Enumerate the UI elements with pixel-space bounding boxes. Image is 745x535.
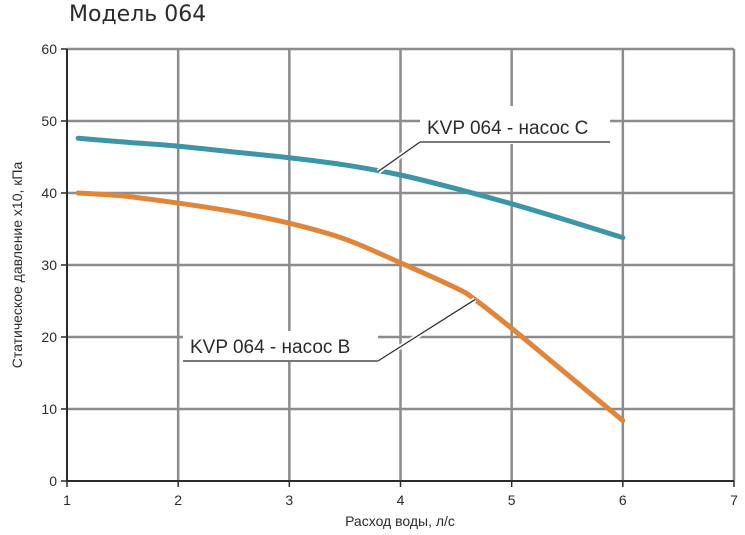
x-axis-label: Расход воды, л/с: [345, 513, 455, 529]
y-tick-label: 20: [41, 329, 57, 345]
y-tick-label: 0: [49, 473, 57, 489]
x-tick-label: 1: [63, 492, 71, 508]
series: [75, 135, 626, 424]
annotation-leader: [377, 141, 421, 172]
annotation-leader: [377, 299, 476, 362]
y-tick-label: 30: [41, 257, 57, 273]
y-axis-label: Статическое давление x10, кПа: [9, 162, 25, 369]
x-tick-label: 6: [619, 492, 627, 508]
y-tick-label: 40: [41, 185, 57, 201]
series-line-0: [75, 135, 626, 241]
annotation-1: KVP 064 - насос B: [183, 297, 477, 364]
x-tick-label: 3: [285, 492, 293, 508]
annotations: KVP 064 - насос C KVP 064 - насос B: [183, 106, 610, 364]
series-line-1: [75, 190, 626, 424]
y-tick-label: 10: [41, 401, 57, 417]
ticks: 1 2 3 4 5 6 7 0 10 20 30 40 50 60: [41, 41, 738, 508]
x-tick-label: 5: [508, 492, 516, 508]
annotation-label: KVP 064 - насос B: [190, 337, 350, 358]
annotation-0: KVP 064 - насос C: [376, 106, 610, 174]
x-tick-label: 7: [730, 492, 738, 508]
y-tick-label: 50: [41, 113, 57, 129]
x-tick-label: 4: [397, 492, 405, 508]
annotation-label: KVP 064 - насос C: [427, 118, 588, 139]
x-tick-label: 2: [174, 492, 182, 508]
y-tick-label: 60: [41, 41, 57, 57]
chart-title: Модель 064: [69, 2, 207, 27]
